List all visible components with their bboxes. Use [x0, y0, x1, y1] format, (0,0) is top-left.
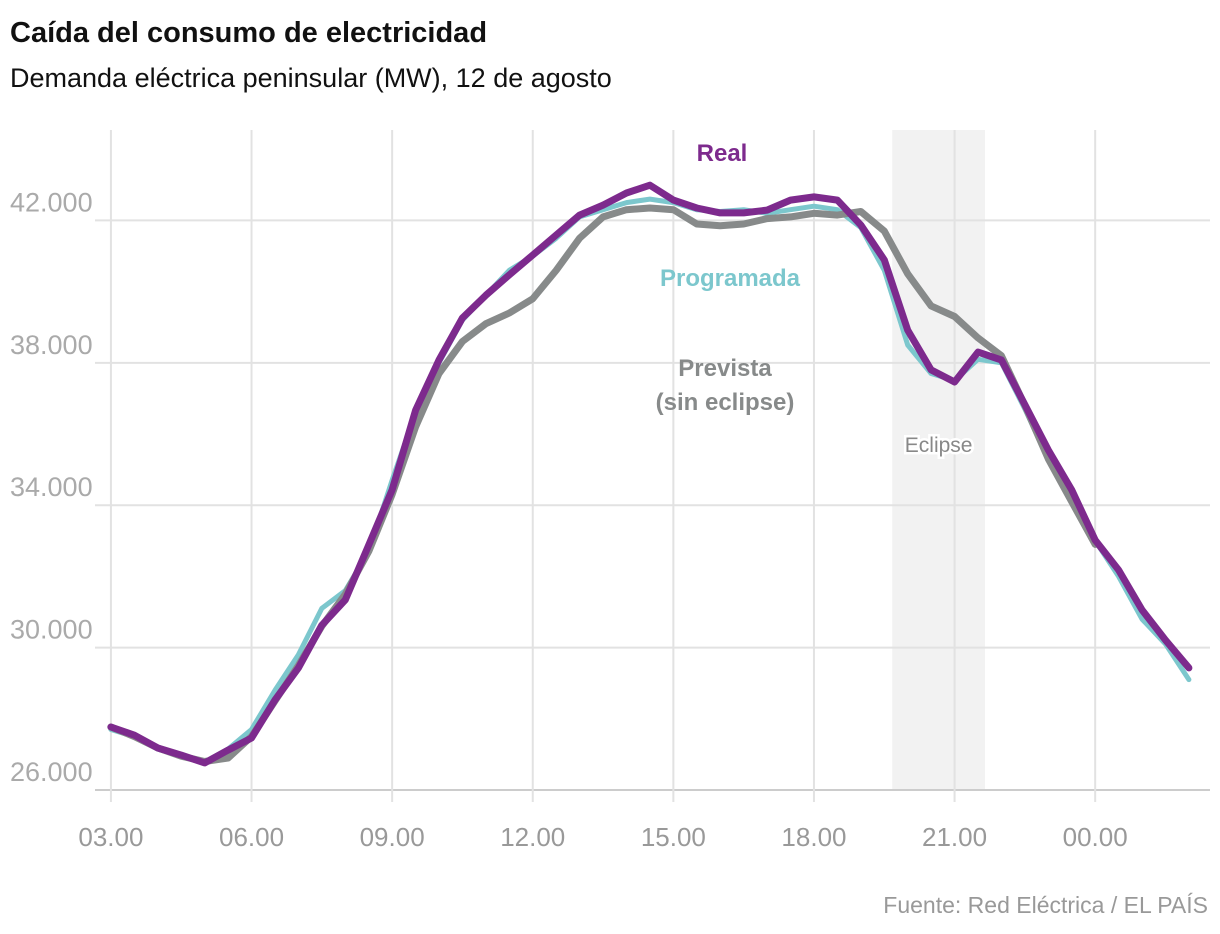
x-tick-label: 03.00 — [78, 822, 143, 852]
chart-subtitle: Demanda eléctrica peninsular (MW), 12 de… — [10, 63, 612, 93]
source: Fuente: Red Eléctrica / EL PAÍS — [883, 892, 1208, 918]
x-tick-label: 12.00 — [500, 822, 565, 852]
series-label: Real — [696, 140, 748, 167]
x-tick-label: 00.00 — [1063, 822, 1128, 852]
series-line — [107, 181, 1193, 767]
x-tick-label: 21.00 — [922, 822, 987, 852]
series-label: Programada — [659, 265, 801, 292]
eclipse-band — [892, 130, 986, 790]
y-tick-label: 30.000 — [10, 615, 93, 645]
y-tick-label: 42.000 — [10, 187, 93, 217]
x-tick-label: 06.00 — [219, 822, 284, 852]
x-tick-label: 15.00 — [641, 822, 706, 852]
series-label: Prevista (sin eclipse) — [655, 355, 795, 416]
y-tick-label: 26.000 — [10, 757, 93, 787]
y-tick-label: 34.000 — [10, 472, 93, 502]
x-tick-label: 18.00 — [781, 822, 846, 852]
chart-title: Caída del consumo de electricidad — [10, 17, 487, 49]
y-tick-label: 38.000 — [10, 330, 93, 360]
x-tick-label: 09.00 — [360, 822, 425, 852]
series-line — [108, 196, 1192, 765]
band-label: Eclipse — [905, 434, 973, 457]
